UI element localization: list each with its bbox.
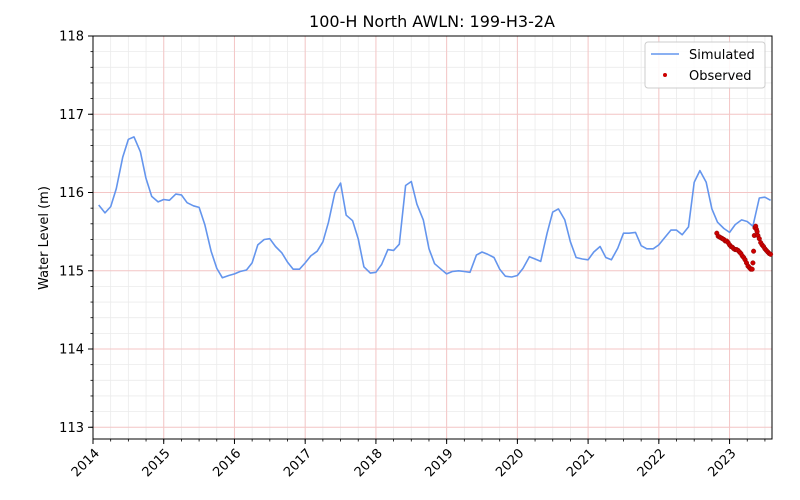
- legend-observed-swatch: [663, 73, 667, 77]
- y-tick-label: 117: [59, 108, 84, 123]
- series-layer: [98, 136, 774, 279]
- plot-area: [92, 35, 773, 440]
- observed-point: [768, 251, 774, 257]
- y-tick-label: 115: [59, 264, 84, 279]
- chart-title: 100-H North AWLN: 199-H3-2A: [309, 12, 555, 31]
- plot-frame: [92, 35, 773, 440]
- legend-observed-label: Observed: [689, 69, 752, 84]
- legend: Simulated Observed: [644, 41, 766, 89]
- simulated-line: [98, 136, 771, 279]
- observed-point: [750, 260, 756, 266]
- y-tick-label: 114: [59, 343, 84, 358]
- y-tick-label: 118: [59, 30, 84, 45]
- observed-point: [749, 266, 755, 272]
- y-tick-label: 116: [59, 186, 84, 201]
- observed-point: [751, 248, 757, 254]
- y-axis-label: Water Level (m): [37, 186, 52, 290]
- y-tick-label: 113: [59, 421, 84, 436]
- legend-simulated-label: Simulated: [689, 48, 755, 63]
